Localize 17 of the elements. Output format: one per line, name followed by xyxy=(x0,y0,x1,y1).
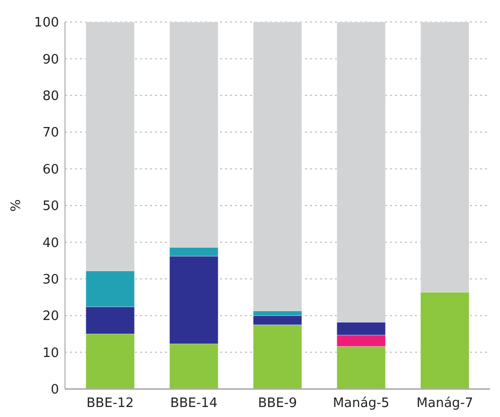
x-tick-label: BBE-14 xyxy=(170,396,218,411)
y-tick-label: 80 xyxy=(42,88,59,104)
y-axis-title: % xyxy=(9,199,24,212)
y-tick-label: 10 xyxy=(42,346,59,361)
x-tick-label: BBE-12 xyxy=(86,396,134,411)
y-tick-label: 0 xyxy=(50,382,59,398)
y-tick-label: 50 xyxy=(42,199,59,214)
y-tick-label: 30 xyxy=(42,272,59,288)
y-tick-label: 40 xyxy=(42,236,59,251)
x-tick-label: Manág-5 xyxy=(332,396,390,411)
y-tick-label: 70 xyxy=(42,126,59,141)
y-tick-label: 90 xyxy=(42,52,59,68)
y-tick-label: 60 xyxy=(42,162,59,178)
y-tick-label: 20 xyxy=(42,309,59,324)
x-tick-label: BBE-9 xyxy=(258,396,298,411)
y-tick-label: 100 xyxy=(34,16,59,31)
x-tick-label: Manág-7 xyxy=(416,396,474,411)
